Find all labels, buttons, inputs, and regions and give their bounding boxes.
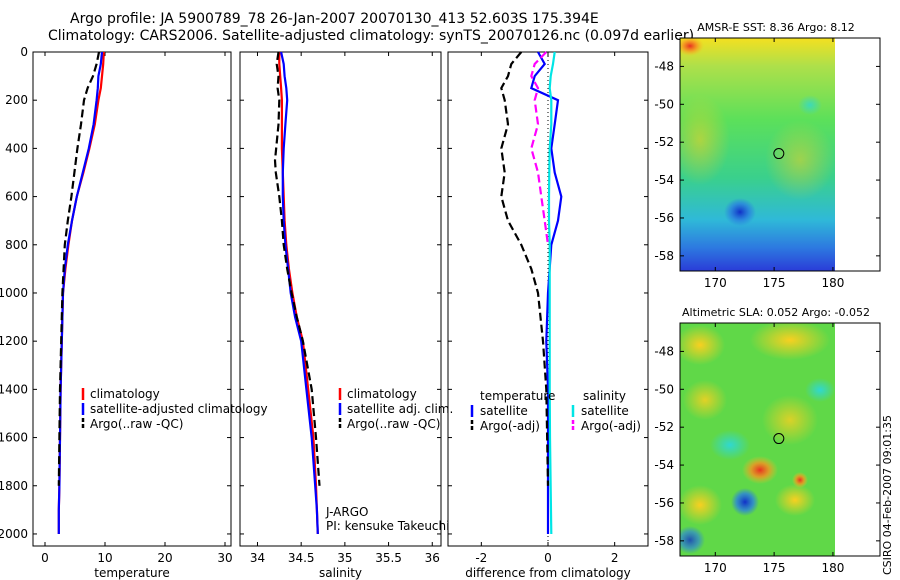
salinity-xtick-label: 34.5 (288, 551, 315, 565)
figure-title-line2: Climatology: CARS2006. Satellite-adjuste… (48, 28, 695, 44)
diff-legend-salinity-title: salinity (583, 389, 626, 403)
salinity-panel: 34 34.5 35 35.5 36 salinity climatologysatelli… (239, 51, 453, 580)
depth-tick-label: 800 (5, 238, 28, 252)
salinity-xtick-label: 35 (337, 551, 352, 565)
temperature-xtick-label: 30 (217, 551, 232, 565)
sla-map-title: Altimetric SLA: 0.052 Argo: -0.052 (682, 306, 870, 319)
sla-map-ticks: 170 175 180 -48 -50 -52 -54 -56 -58 (654, 323, 880, 575)
difference-xtick-label: 2 (611, 551, 619, 565)
salinity-xtick-label: 35.5 (375, 551, 402, 565)
sst-map-frame (679, 37, 881, 272)
depth-tick-label: 600 (5, 190, 28, 204)
salinity-legend-label: climatology (347, 387, 417, 401)
sst-map-ytick-label: -54 (654, 173, 674, 187)
sst-map-ytick-label: -48 (654, 59, 674, 73)
depth-tick-label: 1200 (0, 334, 28, 348)
temperature-xtick-label: 0 (41, 551, 49, 565)
temperature-xtick-label: 20 (157, 551, 172, 565)
temperature-axes-frame (32, 51, 232, 547)
salinity-xtick-label: 34 (250, 551, 265, 565)
temperature-legend-label: climatology (90, 387, 160, 401)
depth-tick-label: 1000 (0, 286, 28, 300)
salinity-series-satellite-adj-clim (280, 51, 319, 535)
depth-tick-label: 1800 (0, 479, 28, 493)
sla-map-xtick-label: 180 (821, 561, 844, 575)
sla-map-ytick-label: -58 (654, 534, 674, 548)
salinity-xlabel: salinity (319, 566, 362, 580)
sst-map-image (680, 38, 835, 271)
sla-map-ytick-label: -50 (654, 382, 674, 396)
temperature-panel: 0 10 20 30 0 200 400 600 800 1000 1200 1400 1600 1800… (0, 45, 268, 580)
sst-argo-position-marker (773, 148, 785, 160)
sst-map-title: AMSR-E SST: 8.36 Argo: 8.12 (697, 21, 855, 34)
difference-series-temperature-satellite (529, 51, 563, 534)
diff-legend-temperature-title: temperature (480, 389, 555, 403)
diff-legend-label: satellite (480, 404, 528, 418)
depth-tick-label: 2000 (0, 527, 28, 541)
sla-argo-position-marker (773, 433, 785, 445)
jargo-annotation: J-ARGO (325, 505, 368, 519)
diff-legend-label: Argo(-adj) (581, 419, 641, 433)
depth-tick-label: 1400 (0, 382, 28, 396)
diff-legend-label: satellite (581, 404, 629, 418)
salinity-xtick-label: 36 (425, 551, 440, 565)
sst-map-xtick-label: 180 (821, 276, 844, 290)
profile-panels: 0 10 20 30020040060080010001200140016001800… (0, 45, 649, 580)
salinity-axes-frame (239, 51, 442, 547)
difference-series-salinity-satellite (547, 51, 556, 535)
sst-map-xtick-label: 175 (763, 276, 786, 290)
salinity-series-argo-raw-qc (273, 51, 321, 486)
sst-map-ytick-label: -56 (654, 211, 674, 225)
sla-map-ytick-label: -52 (654, 420, 674, 434)
temperature-series-argo-raw-qc (57, 51, 101, 486)
sst-map-xtick-label: 170 (704, 276, 727, 290)
sla-map-ytick-label: -48 (654, 344, 674, 358)
sla-map-ytick-label: -56 (654, 496, 674, 510)
difference-xtick-label: 0 (544, 551, 552, 565)
temperature-legend-label: Argo(..raw -QC) (90, 417, 183, 431)
temperature-xlabel: temperature (94, 566, 169, 580)
depth-tick-label: 200 (5, 93, 28, 107)
sla-map-xtick-label: 175 (763, 561, 786, 575)
sla-map-image (680, 323, 835, 556)
figure-title-line1: Argo profile: JA 5900789_78 26-Jan-2007 … (70, 11, 599, 27)
depth-tick-label: 0 (20, 45, 28, 59)
sla-map-xtick-label: 170 (704, 561, 727, 575)
difference-series-temperature-argo-adj (500, 51, 550, 486)
temperature-xtick-label: 10 (97, 551, 112, 565)
sla-map-ytick-label: -54 (654, 458, 674, 472)
diff-legend-label: Argo(-adj) (480, 419, 540, 433)
jargo-annotation: PI: kensuke Takeuchi (326, 519, 449, 533)
salinity-legend-label: Argo(..raw -QC) (347, 417, 440, 431)
sla-map-frame (679, 322, 881, 557)
sst-map-ytick-label: -50 (654, 97, 674, 111)
difference-xlabel: difference from climatology (465, 566, 631, 580)
sst-map-ytick-label: -52 (654, 135, 674, 149)
difference-series-salinity-argo-adj (530, 51, 550, 245)
sst-map-ticks: 170 175 180 -48 -50 -52 -54 -56 -58 (654, 38, 880, 290)
sst-map-ytick-label: -58 (654, 249, 674, 263)
salinity-legend-label: satellite adj. clim. (347, 402, 453, 416)
difference-xtick-label: -2 (475, 551, 487, 565)
csiro-timestamp: CSIRO 04-Feb-2007 09:01:35 (881, 415, 894, 575)
depth-tick-label: 400 (5, 141, 28, 155)
temperature-legend-label: satellite-adjusted climatology (90, 402, 268, 416)
depth-tick-label: 1600 (0, 431, 28, 445)
